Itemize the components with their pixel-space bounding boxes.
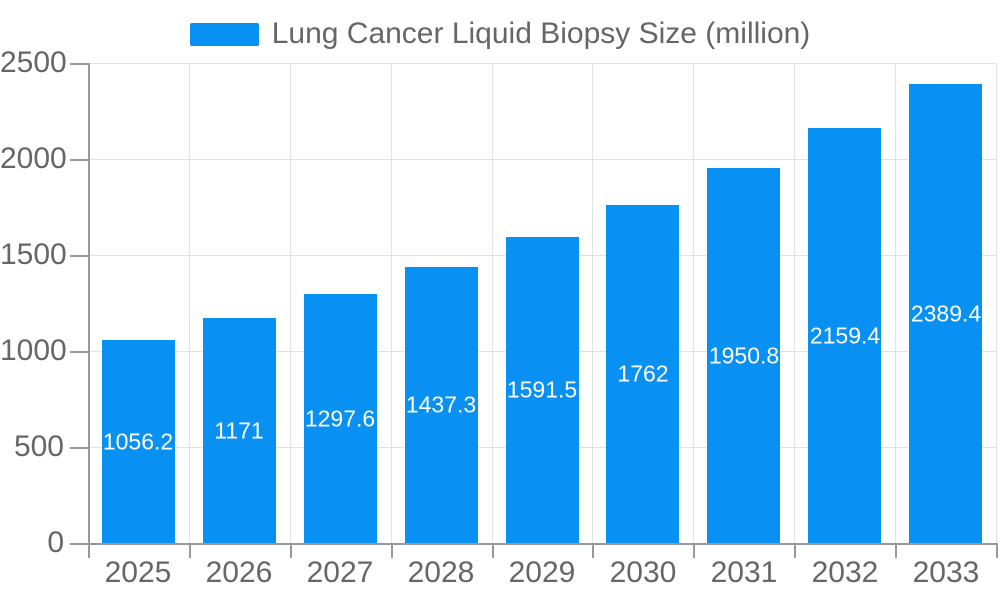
bar bbox=[909, 84, 982, 543]
gridline-vertical bbox=[391, 63, 392, 543]
y-axis-label: 2500 bbox=[0, 46, 67, 79]
x-axis-tick bbox=[794, 543, 796, 558]
bar bbox=[606, 205, 679, 543]
x-axis-label: 2029 bbox=[508, 556, 576, 589]
x-axis-label: 2027 bbox=[306, 556, 374, 589]
bar-value-label: 1591.5 bbox=[506, 376, 578, 403]
bar bbox=[405, 267, 478, 543]
y-axis-tick bbox=[70, 351, 88, 353]
x-axis-label: 2032 bbox=[811, 556, 879, 589]
x-axis-tick bbox=[88, 543, 90, 558]
x-axis-label: 2028 bbox=[407, 556, 475, 589]
bar-value-label: 1950.8 bbox=[708, 342, 780, 369]
x-axis-label: 2030 bbox=[609, 556, 677, 589]
bar-value-label: 1437.3 bbox=[405, 391, 477, 418]
x-axis-line bbox=[70, 543, 998, 545]
bar-value-label: 2159.4 bbox=[809, 322, 881, 349]
bar bbox=[506, 237, 579, 543]
gridline-vertical bbox=[592, 63, 593, 543]
x-axis-tick bbox=[895, 543, 897, 558]
bar bbox=[304, 294, 377, 543]
x-axis-tick bbox=[492, 543, 494, 558]
bar bbox=[102, 340, 175, 543]
bar bbox=[808, 128, 881, 543]
bar-value-label: 1762 bbox=[617, 360, 669, 387]
y-axis-label: 500 bbox=[13, 430, 64, 463]
y-axis-label: 1500 bbox=[0, 238, 67, 271]
x-axis-label: 2031 bbox=[710, 556, 778, 589]
legend-swatch-icon bbox=[189, 22, 259, 46]
y-axis-tick bbox=[70, 63, 88, 65]
gridline-vertical bbox=[996, 63, 997, 543]
x-axis-tick bbox=[391, 543, 393, 558]
y-axis-label: 0 bbox=[47, 526, 64, 559]
y-axis-tick bbox=[70, 447, 88, 449]
gridline-vertical bbox=[189, 63, 190, 543]
x-axis-tick bbox=[592, 543, 594, 558]
bar bbox=[203, 318, 276, 543]
gridline-horizontal bbox=[88, 159, 996, 160]
y-axis-label: 1000 bbox=[0, 334, 67, 367]
bar-value-label: 1056.2 bbox=[102, 428, 174, 455]
y-axis-label: 2000 bbox=[0, 142, 67, 175]
y-axis-line bbox=[88, 63, 90, 543]
y-axis-tick bbox=[70, 159, 88, 161]
x-axis-tick bbox=[189, 543, 191, 558]
gridline-horizontal bbox=[88, 63, 996, 64]
gridline-vertical bbox=[693, 63, 694, 543]
x-axis-tick bbox=[290, 543, 292, 558]
bar-value-label: 1171 bbox=[214, 417, 264, 444]
x-axis-tick bbox=[996, 543, 998, 558]
x-axis-label: 2025 bbox=[104, 556, 172, 589]
legend-label: Lung Cancer Liquid Biopsy Size (million) bbox=[271, 17, 811, 50]
bar-value-label: 1297.6 bbox=[304, 405, 376, 432]
x-axis-label: 2033 bbox=[912, 556, 980, 589]
gridline-vertical bbox=[794, 63, 795, 543]
bar-value-label: 2389.4 bbox=[910, 300, 982, 327]
bar bbox=[707, 168, 780, 543]
x-axis-label: 2026 bbox=[205, 556, 273, 589]
gridline-vertical bbox=[492, 63, 493, 543]
legend[interactable]: Lung Cancer Liquid Biopsy Size (million) bbox=[0, 17, 1000, 51]
x-axis-tick bbox=[693, 543, 695, 558]
gridline-vertical bbox=[290, 63, 291, 543]
y-axis-tick bbox=[70, 255, 88, 257]
gridline-vertical bbox=[895, 63, 896, 543]
